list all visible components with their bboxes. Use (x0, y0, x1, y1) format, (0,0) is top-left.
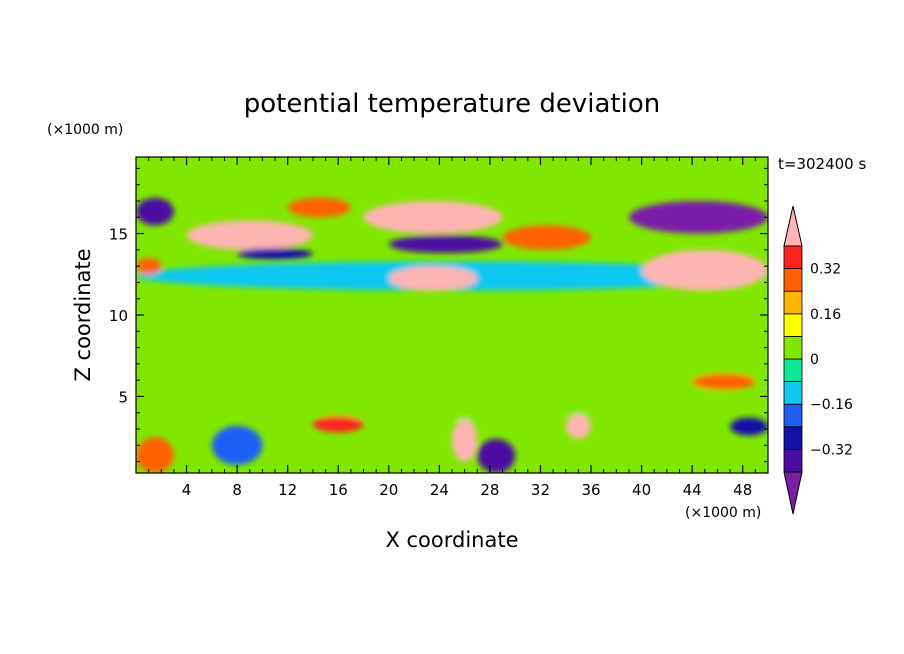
contour-region (692, 373, 756, 390)
x-tick-label: 32 (531, 481, 550, 499)
colorbar-label: 0.32 (810, 262, 841, 278)
x-tick-label: 20 (379, 481, 398, 499)
contour-region (136, 315, 768, 421)
colorbar-segment (783, 471, 803, 515)
x-tick-label: 4 (182, 481, 192, 499)
plot-area (136, 157, 768, 473)
x-tick-label: 16 (329, 481, 348, 499)
x-axis-label: X coordinate (385, 528, 518, 552)
contour-region (388, 235, 503, 254)
x-tick-label: 48 (733, 481, 752, 499)
contour-region (730, 417, 768, 436)
colorbar-segment (783, 381, 803, 405)
colorbar: 0.32 0.16 0 −0.16 −0.32 (783, 205, 853, 515)
y-axis-label: Z coordinate (71, 248, 95, 381)
y-tick-label: 15 (109, 226, 128, 244)
colorbar-label: −0.16 (810, 397, 853, 413)
x-unit-label: (×1000 m) (685, 505, 761, 521)
contour-region (641, 249, 768, 291)
colorbar-segment (783, 205, 803, 247)
y-tick-label: 5 (118, 388, 128, 406)
contour-region (388, 266, 478, 291)
time-label: t=302400 s (778, 155, 866, 173)
y-tick-label: 10 (109, 307, 128, 325)
colorbar-segment (783, 313, 803, 337)
colorbar-segment (783, 290, 803, 315)
x-tick-label: 36 (581, 481, 600, 499)
x-tick-label: 12 (278, 481, 297, 499)
chart-title: potential temperature deviation (244, 89, 660, 119)
contour-region (628, 200, 768, 234)
contour-region (136, 197, 174, 226)
contour-region (565, 414, 592, 439)
colorbar-segment (783, 358, 803, 383)
contour-region (363, 200, 503, 234)
colorbar-label: −0.32 (810, 442, 853, 458)
contour-region (237, 248, 313, 260)
contour-region (211, 425, 263, 465)
contour-region (452, 419, 478, 462)
contour-region (477, 438, 516, 473)
colorbar-segment (783, 448, 803, 473)
x-tick-label: 40 (632, 481, 651, 499)
x-tick-label: 28 (480, 481, 499, 499)
y-unit-label: (×1000 m) (47, 122, 123, 138)
contour-region (312, 415, 364, 433)
x-axis: 4 8 12 16 20 24 28 32 36 40 44 48 (148, 157, 756, 499)
x-tick-label: 8 (232, 481, 242, 499)
x-tick-label: 44 (683, 481, 702, 499)
contour-region (136, 257, 162, 275)
colorbar-segment (783, 426, 803, 450)
colorbar-label: 0.16 (810, 307, 841, 323)
colorbar-segment (783, 245, 803, 270)
colorbar-segment (783, 335, 803, 360)
colorbar-label: 0 (810, 352, 819, 368)
contour-region (502, 225, 592, 250)
contour-region (186, 220, 313, 250)
colorbar-segment (783, 403, 803, 428)
x-tick-label: 24 (430, 481, 449, 499)
colorbar-segment (783, 268, 803, 292)
contour-region (136, 437, 174, 473)
contour-region (287, 197, 351, 218)
y-axis: 5 10 15 (109, 167, 768, 463)
